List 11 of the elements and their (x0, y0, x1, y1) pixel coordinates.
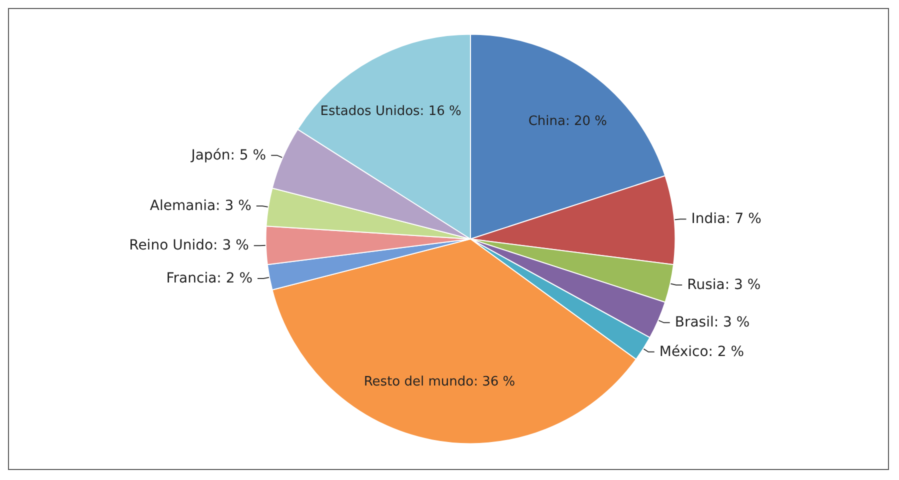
slice-label: Alemania: 3 % (150, 198, 252, 214)
slice-label: Reino Unido: 3 % (129, 238, 249, 254)
slice-label: Brasil: 3 % (674, 314, 750, 331)
slice-label: Francia: 2 % (166, 270, 253, 286)
slice-label: Estados Unidos: 16 % (320, 104, 462, 120)
slice-label: Resto del mundo: 36 % (364, 374, 516, 390)
slice-label: India: 7 % (691, 211, 762, 228)
slice-label: Japón: 5 % (190, 147, 266, 164)
slice-label: México: 2 % (659, 344, 744, 360)
slice-label: Rusia: 3 % (687, 276, 761, 293)
slice-label: China: 20 % (528, 114, 608, 129)
